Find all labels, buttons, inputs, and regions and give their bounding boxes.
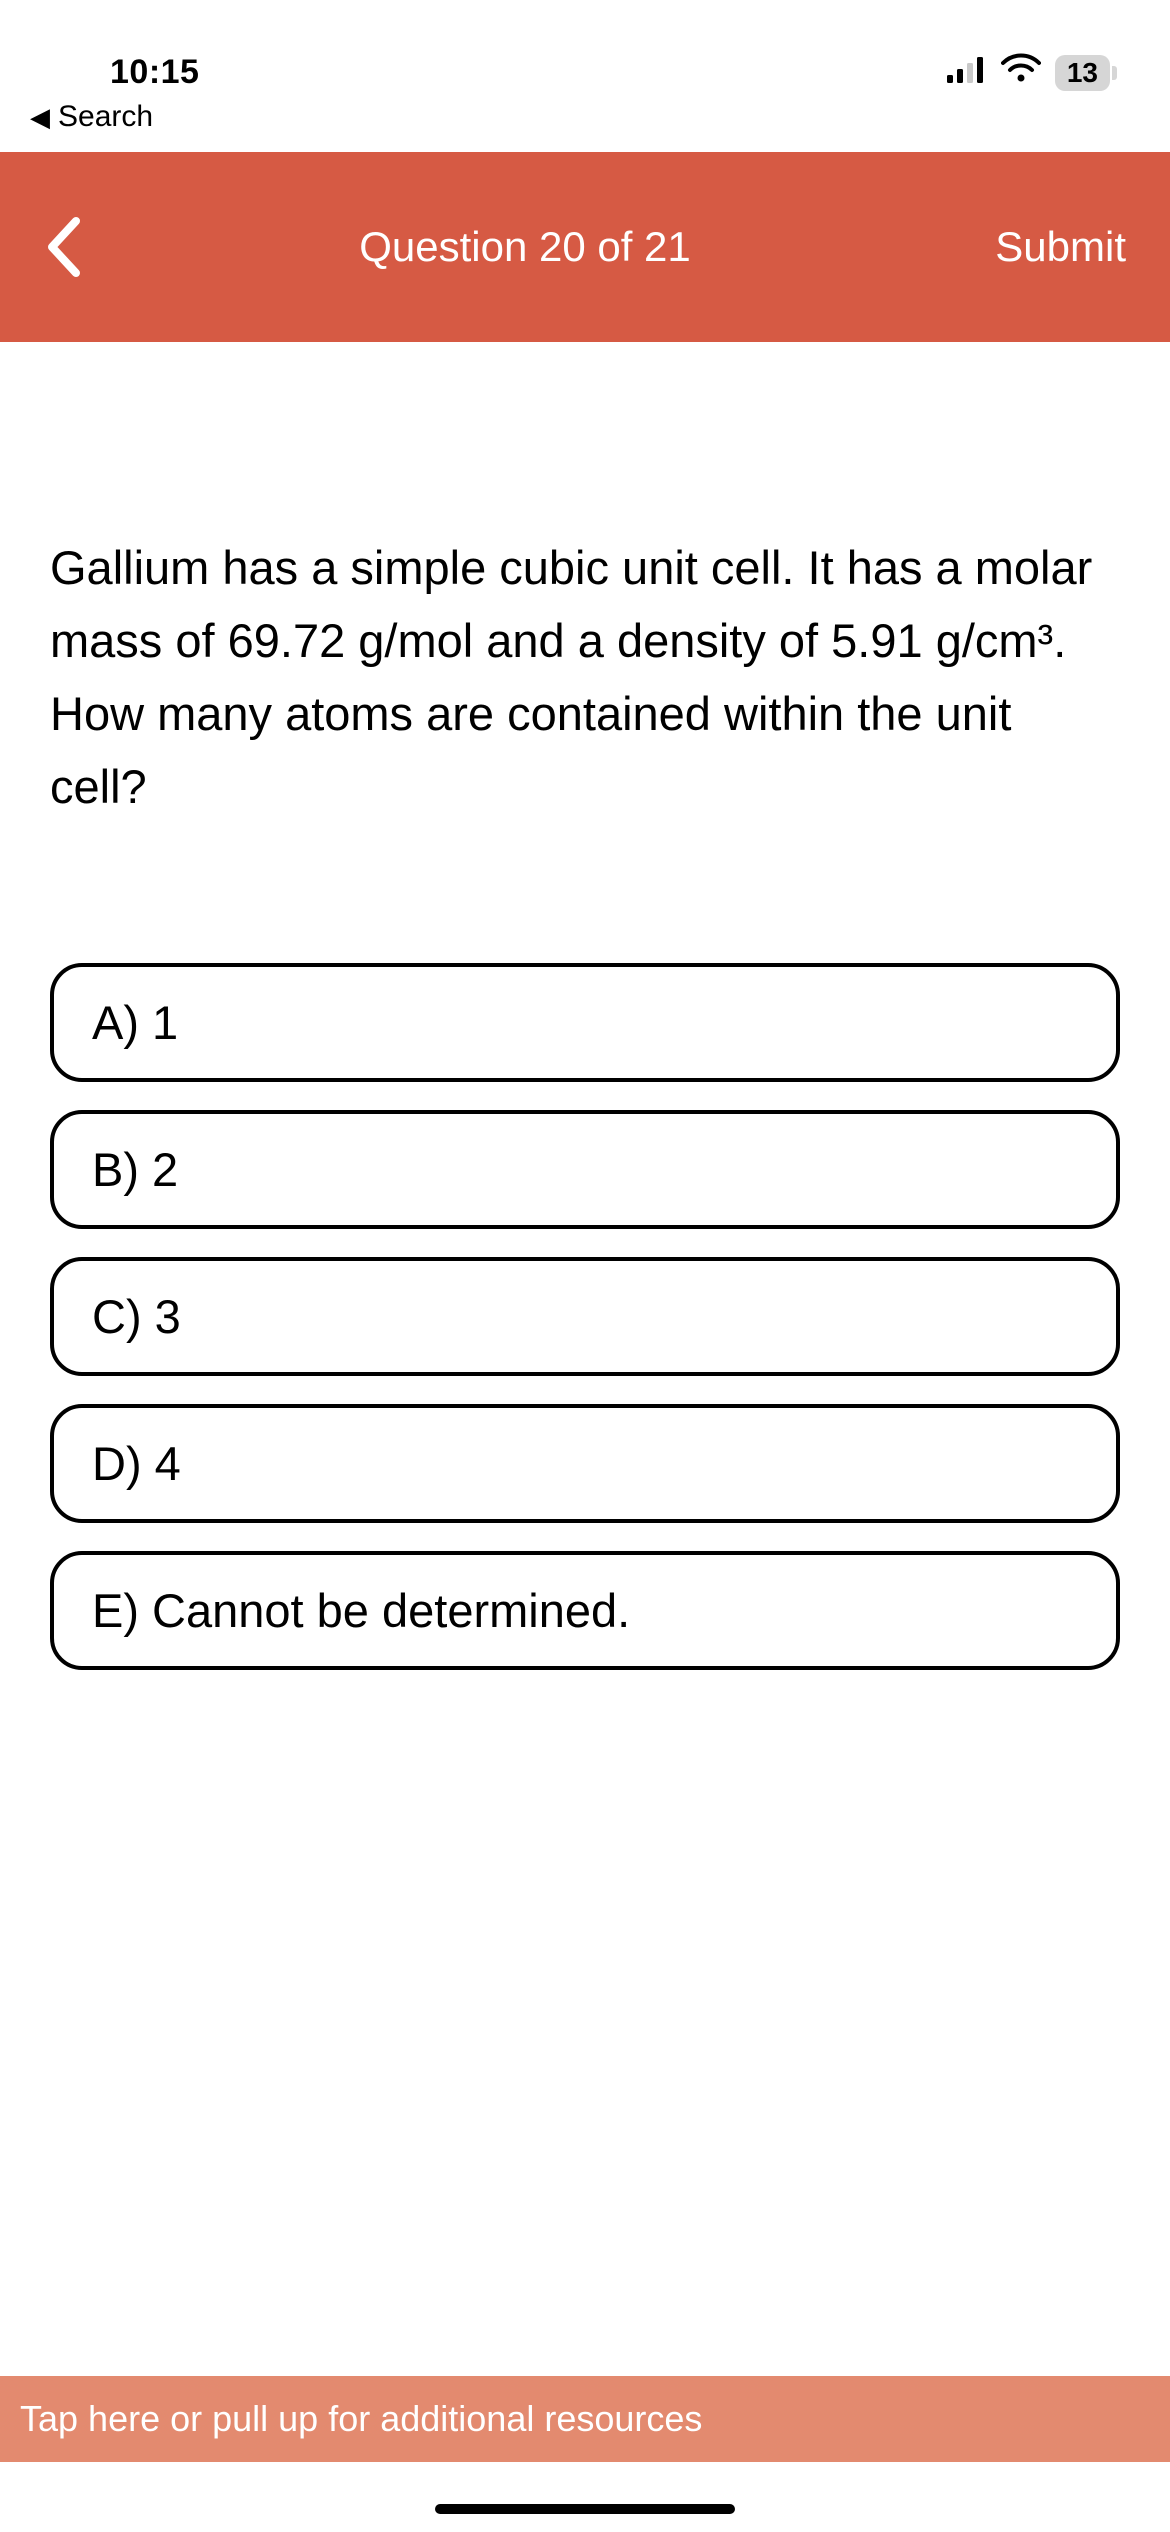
home-indicator[interactable]	[435, 2504, 735, 2514]
answer-option-c[interactable]: C) 3	[50, 1257, 1120, 1376]
submit-button[interactable]: Submit	[926, 223, 1126, 271]
back-triangle-icon: ◀	[30, 104, 50, 130]
wifi-icon	[1001, 53, 1041, 92]
answer-list: A) 1 B) 2 C) 3 D) 4 E) Cannot be determi…	[0, 823, 1170, 1670]
answer-option-b[interactable]: B) 2	[50, 1110, 1120, 1229]
status-bar: 10:15 13	[0, 0, 1170, 100]
back-button[interactable]	[44, 215, 124, 279]
status-time: 10:15	[110, 53, 199, 92]
nav-title: Question 20 of 21	[124, 223, 926, 271]
cellular-signal-icon	[947, 53, 987, 92]
resources-drawer-handle[interactable]: Tap here or pull up for additional resou…	[0, 2376, 1170, 2462]
battery-icon: 13	[1055, 55, 1110, 91]
chevron-left-icon	[44, 215, 84, 279]
question-container: Gallium has a simple cubic unit cell. It…	[0, 342, 1170, 823]
status-right-cluster: 13	[947, 53, 1110, 92]
question-text: Gallium has a simple cubic unit cell. It…	[50, 532, 1120, 823]
back-to-app-button[interactable]: ◀ Search	[0, 100, 1170, 152]
answer-option-a[interactable]: A) 1	[50, 963, 1120, 1082]
answer-option-d[interactable]: D) 4	[50, 1404, 1120, 1523]
answer-option-e[interactable]: E) Cannot be determined.	[50, 1551, 1120, 1670]
back-to-app-label: Search	[58, 100, 153, 134]
nav-bar: Question 20 of 21 Submit	[0, 152, 1170, 342]
